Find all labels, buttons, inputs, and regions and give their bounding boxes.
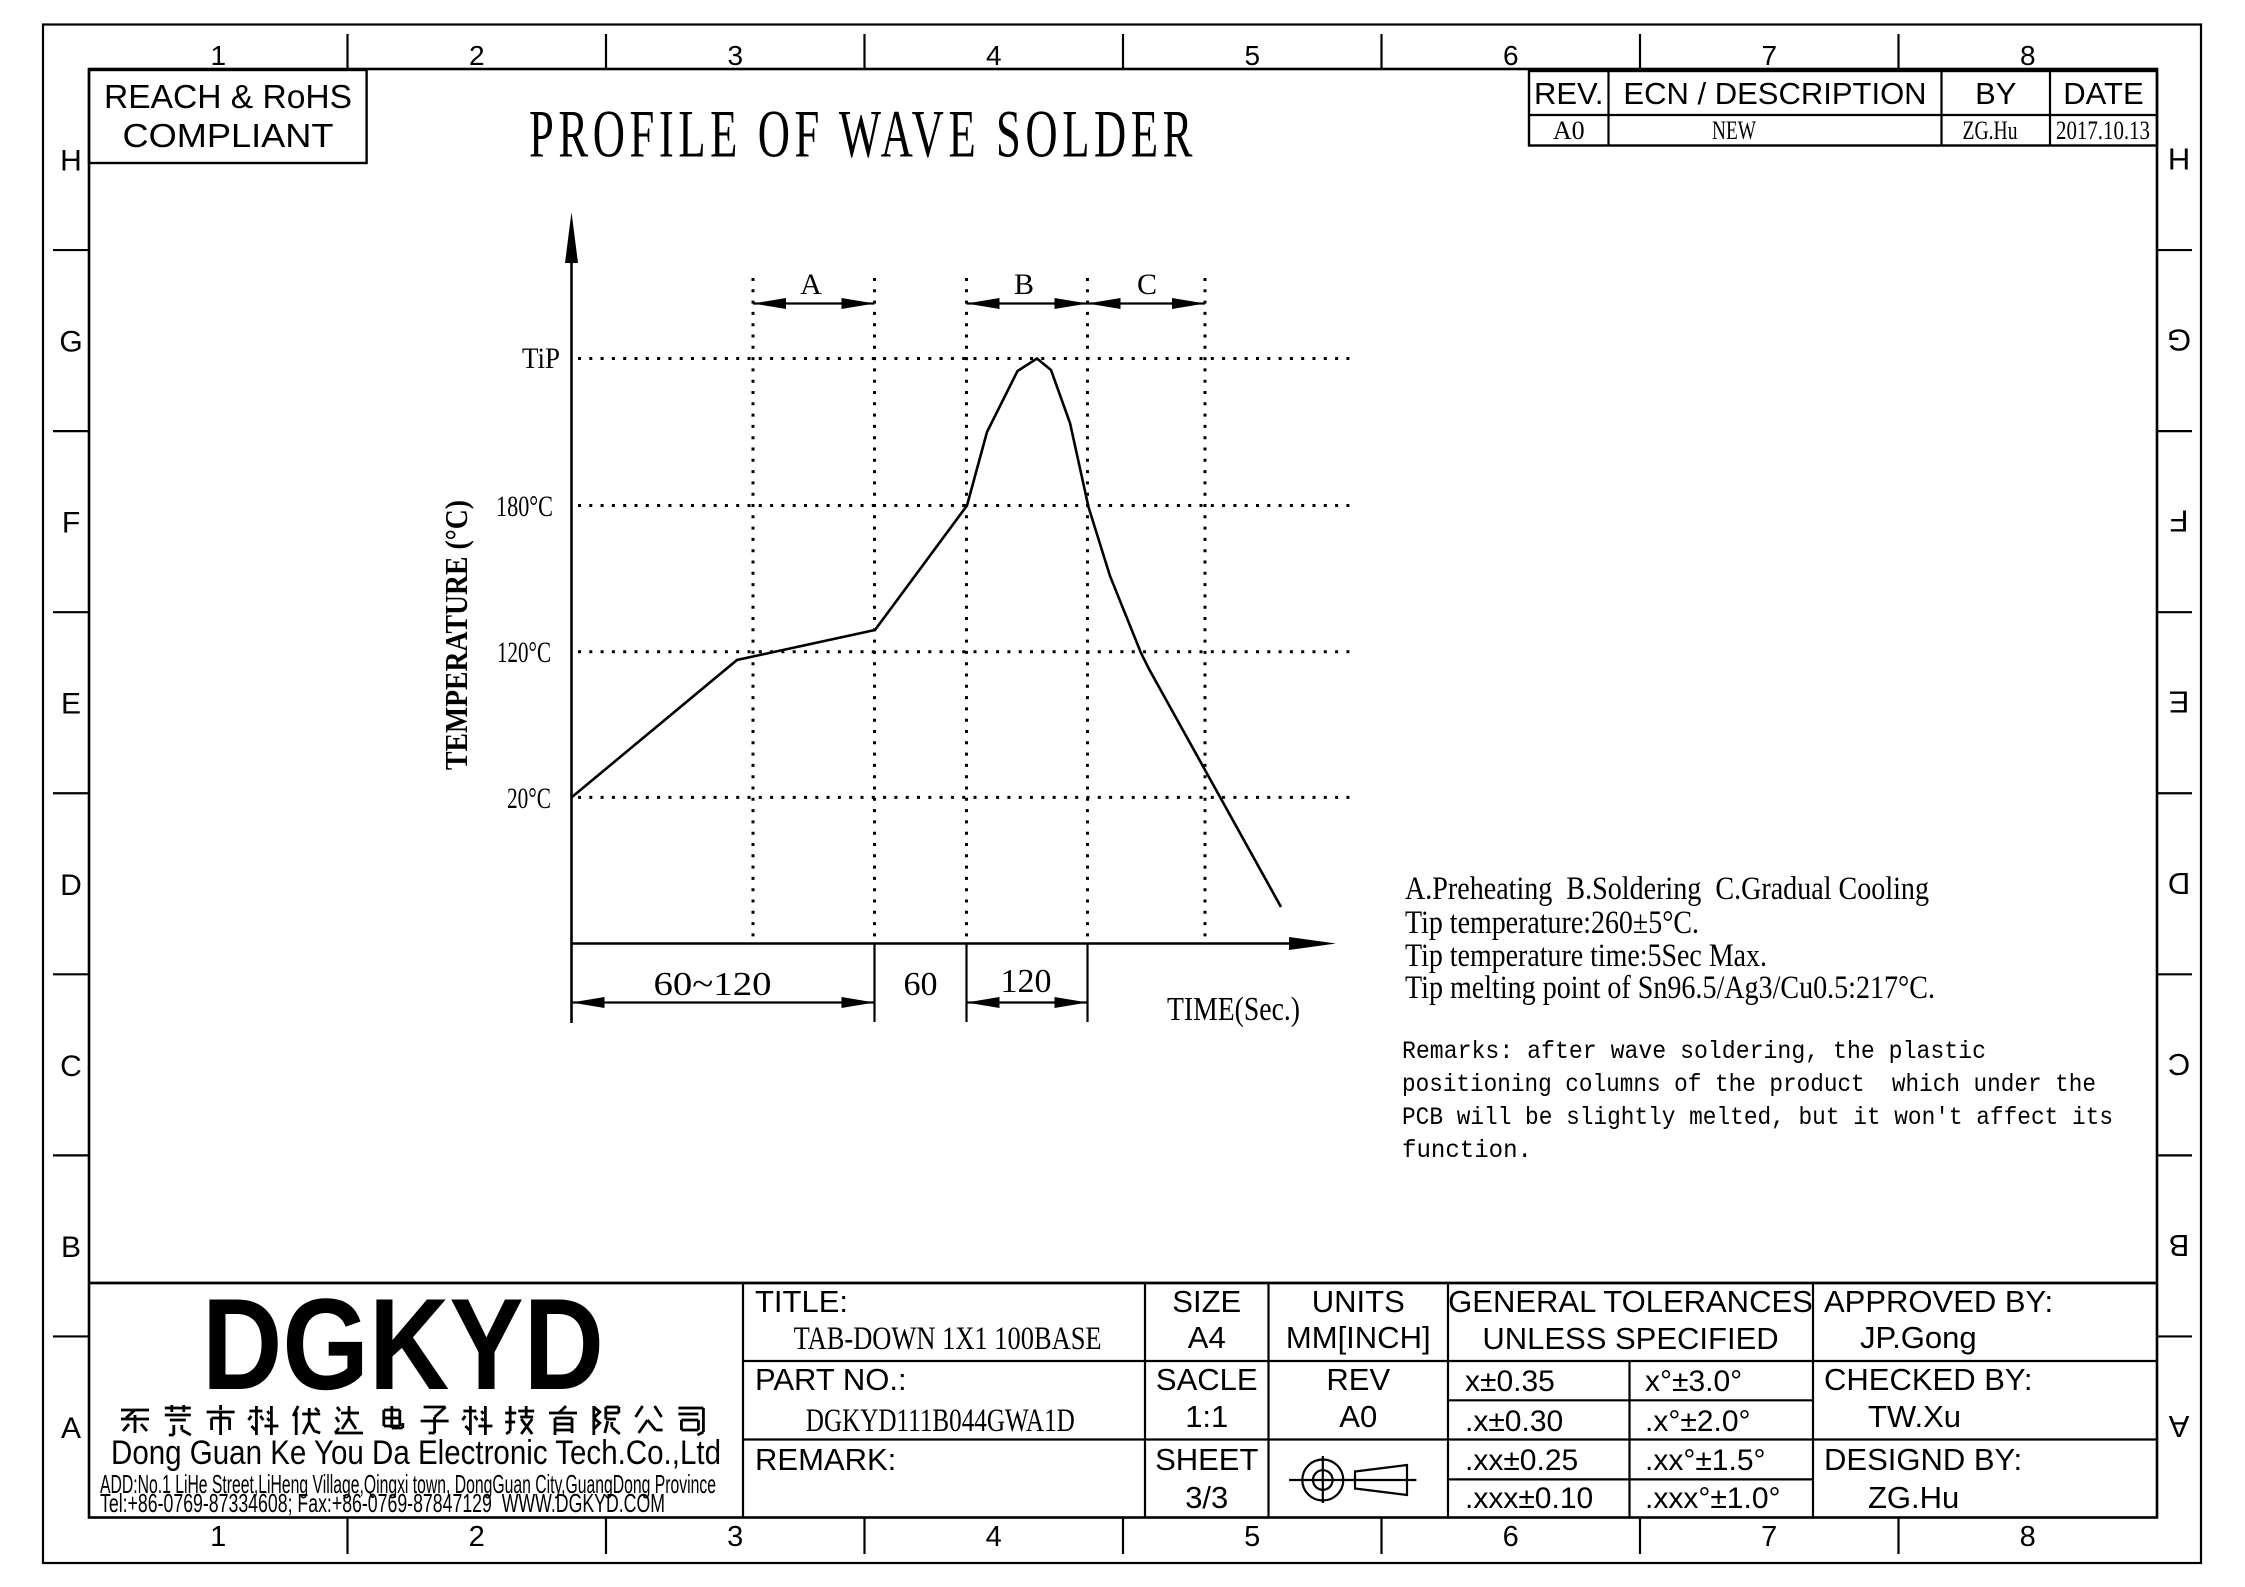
svg-text:E: E (61, 688, 81, 721)
svg-text:ECN / DESCRIPTION: ECN / DESCRIPTION (1623, 76, 1926, 111)
svg-text:REV.: REV. (1534, 76, 1604, 111)
svg-text:120: 120 (1001, 963, 1052, 1000)
svg-text:x±0.35: x±0.35 (1465, 1365, 1555, 1398)
svg-text:NEW: NEW (1712, 116, 1756, 145)
svg-text:7: 7 (1761, 1521, 1777, 1553)
svg-text:UNLESS SPECIFIED: UNLESS SPECIFIED (1482, 1321, 1778, 1356)
svg-text:SHEET: SHEET (1155, 1442, 1258, 1477)
svg-text:Tip temperature:260±5°C.: Tip temperature:260±5°C. (1405, 905, 1699, 941)
svg-text:5: 5 (1244, 40, 1260, 71)
svg-text:MM[INCH]: MM[INCH] (1286, 1320, 1431, 1355)
svg-text:A: A (800, 268, 822, 301)
svg-text:DGKYD: DGKYD (202, 1271, 604, 1417)
svg-text:1: 1 (210, 40, 226, 71)
svg-text:2017.10.13: 2017.10.13 (2056, 116, 2150, 145)
svg-text:C: C (1137, 268, 1157, 301)
svg-text:REACH & RoHS: REACH & RoHS (104, 78, 352, 115)
svg-text:UNITS: UNITS (1312, 1284, 1405, 1319)
svg-text:G: G (2167, 323, 2191, 358)
svg-text:TiP: TiP (522, 342, 560, 375)
svg-text:6: 6 (1503, 1521, 1519, 1553)
svg-text:APPROVED BY:: APPROVED BY: (1824, 1284, 2053, 1319)
svg-text:20°C: 20°C (507, 782, 551, 815)
svg-text:ZG.Hu: ZG.Hu (1868, 1480, 1959, 1515)
svg-text:TW.Xu: TW.Xu (1868, 1399, 1961, 1434)
svg-text:G: G (59, 326, 82, 359)
svg-text:4: 4 (986, 1521, 1002, 1553)
svg-text:B: B (61, 1231, 81, 1264)
svg-text:x°±3.0°: x°±3.0° (1645, 1365, 1742, 1398)
svg-text:.x°±2.0°: .x°±2.0° (1645, 1405, 1751, 1438)
svg-text:B: B (2169, 1228, 2190, 1263)
svg-text:GENERAL TOLERANCES: GENERAL TOLERANCES (1448, 1284, 1813, 1319)
svg-text:SIZE: SIZE (1172, 1284, 1241, 1319)
svg-text:Tip temperature time:5Sec Max.: Tip temperature time:5Sec Max. (1405, 938, 1767, 974)
svg-text:CHECKED BY:: CHECKED BY: (1824, 1362, 2032, 1397)
svg-text:function.: function. (1402, 1136, 1532, 1165)
svg-text:Tel:+86-0769-87334608; Fax:+86: Tel:+86-0769-87334608; Fax:+86-0769-8784… (100, 1488, 665, 1518)
svg-text:D: D (2168, 866, 2190, 901)
svg-text:TITLE:: TITLE: (755, 1284, 848, 1319)
svg-text:60~120: 60~120 (654, 966, 772, 1003)
svg-text:PCB will be slightly melted, b: PCB will be slightly melted, but it won'… (1402, 1103, 2113, 1132)
svg-text:DESIGND BY:: DESIGND BY: (1824, 1442, 2022, 1477)
svg-text:DGKYD111B044GWA1D: DGKYD111B044GWA1D (806, 1403, 1075, 1439)
svg-text:2: 2 (469, 1521, 485, 1553)
svg-text:TIME(Sec.): TIME(Sec.) (1167, 991, 1300, 1028)
svg-text:180°C: 180°C (496, 490, 553, 523)
svg-text:SACLE: SACLE (1156, 1362, 1258, 1397)
svg-text:.xxx±0.10: .xxx±0.10 (1465, 1482, 1593, 1515)
svg-text:120°C: 120°C (497, 636, 551, 669)
svg-text:.xx°±1.5°: .xx°±1.5° (1645, 1444, 1766, 1477)
svg-text:REMARK:: REMARK: (755, 1442, 896, 1477)
svg-text:.x±0.30: .x±0.30 (1465, 1405, 1563, 1438)
svg-text:ZG.Hu: ZG.Hu (1963, 116, 2018, 145)
svg-text:H: H (2168, 142, 2190, 177)
svg-text:A0: A0 (1339, 1399, 1377, 1434)
svg-text:A: A (61, 1412, 81, 1445)
svg-text:A0: A0 (1553, 116, 1585, 145)
svg-text:PART NO.:: PART NO.: (755, 1362, 907, 1397)
svg-text:positioning columns of the pro: positioning columns of the product which… (1402, 1070, 2096, 1099)
svg-text:8: 8 (2020, 1521, 2036, 1553)
svg-text:BY: BY (1975, 76, 2016, 111)
svg-text:TEMPERATURE (°C): TEMPERATURE (°C) (438, 500, 474, 770)
svg-text:C: C (60, 1050, 82, 1083)
svg-text:JP.Gong: JP.Gong (1860, 1320, 1977, 1355)
svg-text:Remarks: after wave soldering,: Remarks: after wave soldering, the plast… (1402, 1037, 1986, 1066)
svg-text:F: F (62, 507, 80, 540)
svg-text:1: 1 (210, 1521, 226, 1553)
svg-text:4: 4 (986, 40, 1002, 71)
svg-text:D: D (60, 869, 82, 902)
svg-text:COMPLIANT: COMPLIANT (123, 117, 334, 154)
svg-text:3: 3 (727, 40, 743, 71)
svg-text:REV: REV (1326, 1362, 1390, 1397)
svg-text:60: 60 (904, 966, 938, 1003)
svg-text:A4: A4 (1188, 1320, 1226, 1355)
svg-text:E: E (2169, 685, 2190, 720)
svg-text:6: 6 (1503, 40, 1519, 71)
svg-text:3/3: 3/3 (1185, 1480, 1228, 1515)
svg-text:.xxx°±1.0°: .xxx°±1.0° (1645, 1482, 1781, 1515)
svg-text:B: B (1014, 268, 1034, 301)
svg-text:H: H (60, 145, 82, 178)
svg-text:1:1: 1:1 (1185, 1399, 1228, 1434)
svg-text:.xx±0.25: .xx±0.25 (1465, 1444, 1578, 1477)
svg-text:F: F (2170, 504, 2189, 539)
svg-text:2: 2 (469, 40, 485, 71)
svg-text:5: 5 (1244, 1521, 1260, 1553)
svg-text:DATE: DATE (2063, 76, 2143, 111)
svg-text:Tip melting point of Sn96.5/Ag: Tip melting point of Sn96.5/Ag3/Cu0.5:21… (1405, 970, 1935, 1006)
svg-text:8: 8 (2020, 40, 2036, 71)
svg-text:PROFILE OF WAVE SOLDER: PROFILE OF WAVE SOLDER (529, 96, 1197, 172)
svg-text:A: A (2168, 1409, 2189, 1444)
svg-text:TAB-DOWN 1X1 100BASE: TAB-DOWN 1X1 100BASE (794, 1321, 1102, 1357)
svg-text:C: C (2168, 1047, 2190, 1082)
svg-text:7: 7 (1761, 40, 1777, 71)
svg-text:3: 3 (727, 1521, 743, 1553)
svg-text:ADD:No.1 LiHe Street,LiHeng Vi: ADD:No.1 LiHe Street,LiHeng Village,Qing… (100, 1469, 716, 1499)
svg-text:Dong Guan Ke You Da Electronic: Dong Guan Ke You Da Electronic Tech.Co.,… (111, 1434, 721, 1472)
svg-text:A.Preheating B.Soldering C.G: A.Preheating B.Soldering C.Gradual Cooli… (1405, 871, 1929, 907)
